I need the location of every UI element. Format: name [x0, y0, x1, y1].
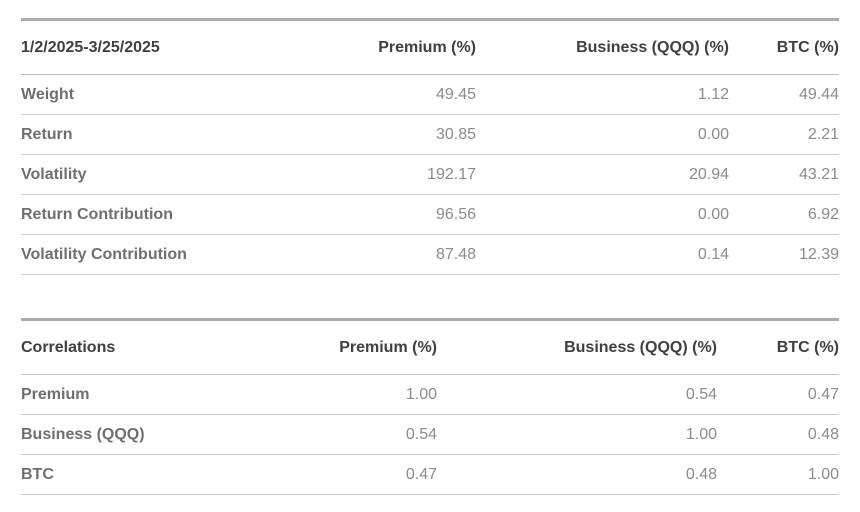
value-cell: 0.48	[807, 425, 839, 443]
row-label: BTC	[21, 465, 54, 483]
value-cell: 1.00	[405, 385, 437, 403]
value-cell: 96.56	[435, 205, 476, 223]
header-row: Correlations Premium (%) Business (QQQ) …	[21, 319, 839, 375]
value-cell: 0.54	[405, 425, 437, 443]
table-row-weight: Weight 49.45 1.12 49.44	[21, 75, 839, 115]
correlations-header-cell: Correlations	[21, 338, 116, 356]
correlations-table: Correlations Premium (%) Business (QQQ) …	[21, 318, 839, 495]
value-cell: 0.00	[697, 205, 729, 223]
table-row-return: Return 30.85 0.00 2.21	[21, 115, 839, 155]
value-cell: 49.45	[435, 85, 476, 103]
value-cell: 0.47	[405, 465, 437, 483]
row-label: Premium	[21, 385, 90, 403]
premium-header-cell: Premium (%)	[378, 38, 476, 56]
btc-header-cell: BTC (%)	[776, 338, 839, 356]
premium-header-cell: Premium (%)	[339, 338, 437, 356]
value-cell: 2.21	[807, 125, 839, 143]
value-cell: 0.47	[807, 385, 839, 403]
value-cell: 30.85	[435, 125, 476, 143]
correlations-table-header: Correlations Premium (%) Business (QQQ) …	[21, 319, 839, 375]
value-cell: 87.48	[435, 245, 476, 263]
row-label: Volatility	[21, 165, 87, 183]
btc-header-cell: BTC (%)	[776, 38, 839, 56]
performance-table-header: 1/2/2025-3/25/2025 Premium (%) Business …	[21, 19, 839, 75]
business-header-cell: Business (QQQ) (%)	[576, 38, 729, 56]
table-row-btc: BTC 0.47 0.48 1.00	[21, 455, 839, 495]
table-row-volatility: Volatility 192.17 20.94 43.21	[21, 155, 839, 195]
table-row-volatility-contribution: Volatility Contribution 87.48 0.14 12.39	[21, 235, 839, 275]
value-cell: 20.94	[688, 165, 729, 183]
business-header-cell: Business (QQQ) (%)	[564, 338, 717, 356]
row-label: Business (QQQ)	[21, 425, 145, 443]
table-row-business-qqq: Business (QQQ) 0.54 1.00 0.48	[21, 415, 839, 455]
value-cell: 0.54	[685, 385, 717, 403]
value-cell: 12.39	[798, 245, 839, 263]
value-cell: 1.12	[697, 85, 729, 103]
correlations-table-body: Premium 1.00 0.54 0.47 Business (QQQ) 0.…	[21, 375, 839, 495]
table-row-premium: Premium 1.00 0.54 0.47	[21, 375, 839, 415]
row-label: Weight	[21, 85, 75, 103]
value-cell: 1.00	[807, 465, 839, 483]
row-label: Return	[21, 125, 73, 143]
value-cell: 43.21	[798, 165, 839, 183]
value-cell: 0.00	[697, 125, 729, 143]
row-label: Volatility Contribution	[21, 245, 187, 263]
table-row-return-contribution: Return Contribution 96.56 0.00 6.92	[21, 195, 839, 235]
value-cell: 1.00	[685, 425, 717, 443]
value-cell: 0.48	[685, 465, 717, 483]
header-row: 1/2/2025-3/25/2025 Premium (%) Business …	[21, 19, 839, 75]
performance-table: 1/2/2025-3/25/2025 Premium (%) Business …	[21, 18, 839, 275]
value-cell: 6.92	[807, 205, 839, 223]
period-header-cell: 1/2/2025-3/25/2025	[21, 38, 160, 56]
value-cell: 0.14	[697, 245, 729, 263]
row-label: Return Contribution	[21, 205, 173, 223]
value-cell: 192.17	[427, 165, 476, 183]
report-container: 1/2/2025-3/25/2025 Premium (%) Business …	[21, 18, 839, 495]
performance-table-body: Weight 49.45 1.12 49.44 Return 30.85 0.0…	[21, 75, 839, 275]
value-cell: 49.44	[798, 85, 839, 103]
